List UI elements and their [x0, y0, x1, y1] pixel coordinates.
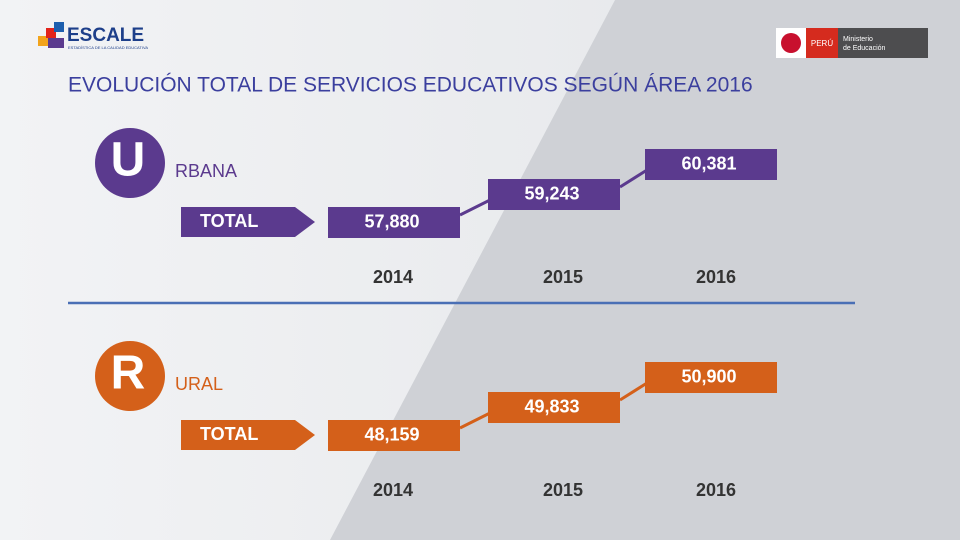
value: 48,159 [364, 424, 419, 444]
year: 2016 [696, 267, 736, 287]
letter-circle [95, 341, 165, 411]
ministry-box [838, 28, 928, 58]
connector [619, 168, 648, 189]
letter-circle [95, 128, 165, 198]
letter: R [111, 347, 146, 400]
year: 2014 [373, 480, 413, 500]
year: 2016 [696, 480, 736, 500]
connector [619, 381, 648, 402]
year: 2014 [373, 267, 413, 287]
area-word: RBANA [175, 161, 237, 181]
connector [459, 411, 491, 430]
country: PERÚ [811, 39, 833, 48]
total-label: TOTAL [200, 424, 258, 444]
ministry-line: de Educación [843, 45, 886, 52]
ministry-logo: PERÚ Ministerio de Educación [776, 28, 928, 58]
letter: U [111, 134, 146, 187]
value-box [645, 362, 777, 393]
logo-block [46, 28, 56, 38]
connector [459, 198, 491, 217]
value: 57,880 [364, 211, 419, 231]
total-label: TOTAL [200, 211, 258, 231]
peru-box [806, 28, 838, 58]
year: 2015 [543, 267, 583, 287]
logo-subtext: ESTADÍSTICA DE LA CALIDAD EDUCATIVA [68, 45, 148, 50]
logo: ESCALE ESTADÍSTICA DE LA CALIDAD EDUCATI… [38, 22, 148, 50]
logo-block [54, 22, 64, 32]
value: 59,243 [524, 183, 579, 203]
logo-text: ESCALE [67, 25, 144, 46]
value-box [328, 420, 460, 451]
value-box [488, 179, 620, 210]
logo-block [38, 36, 48, 46]
value: 60,381 [681, 153, 736, 173]
title: EVOLUCIÓN TOTAL DE SERVICIOS EDUCATIVOS … [68, 74, 753, 97]
shield [781, 33, 801, 53]
ministry-line: Ministerio [843, 36, 873, 43]
value: 50,900 [681, 366, 736, 386]
value-box [645, 149, 777, 180]
value-box [488, 392, 620, 423]
diagonal-band [330, 0, 960, 540]
year: 2015 [543, 480, 583, 500]
total-arrow [181, 420, 315, 450]
value-box [328, 207, 460, 238]
logo-block [48, 38, 64, 48]
value: 49,833 [524, 396, 579, 416]
total-arrow [181, 207, 315, 237]
area-word: URAL [175, 374, 223, 394]
